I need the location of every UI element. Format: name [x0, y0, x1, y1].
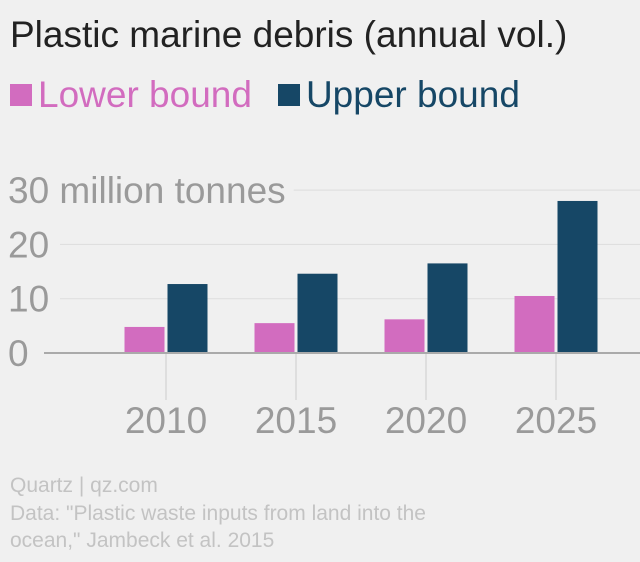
y-tick-label-background: [6, 170, 294, 212]
legend: Lower bound Upper bound: [10, 74, 546, 116]
bar-upper-2025: [557, 200, 598, 353]
bar-upper-2015: [297, 273, 338, 353]
bar-upper-2010: [167, 284, 208, 353]
x-tick-label-2025: 2025: [515, 400, 597, 441]
legend-item-lower: Lower bound: [10, 74, 252, 116]
bar-lower-2020: [384, 319, 425, 353]
source-brand: Quartz | qz.com: [10, 474, 158, 497]
chart-title: Plastic marine debris (annual vol.): [10, 14, 568, 55]
x-tick-label-2010: 2010: [125, 400, 207, 441]
y-tick-label-20: 20: [8, 224, 49, 265]
bar-lower-2015: [254, 323, 295, 353]
legend-label-upper: Upper bound: [305, 74, 520, 115]
legend-label-lower: Lower bound: [38, 74, 252, 115]
legend-item-upper: Upper bound: [277, 74, 520, 116]
legend-swatch-upper: [277, 84, 300, 106]
data-source-line-2: ocean," Jambeck et al. 2015: [10, 529, 275, 553]
legend-swatch-lower: [10, 84, 32, 106]
y-tick-label-0: 0: [8, 333, 29, 374]
x-tick-label-2020: 2020: [385, 400, 467, 441]
y-tick-label-10: 10: [8, 279, 49, 320]
bar-chart: 0 10 20 30 million tonnes 2010 2015 2020 2025: [6, 170, 640, 441]
bar-lower-2025: [514, 295, 555, 353]
x-tick-label-2015: 2015: [255, 400, 337, 441]
bar-upper-2020: [427, 263, 468, 353]
footer: Quartz | qz.com Data: "Plastic waste inp…: [10, 472, 426, 555]
data-source-line-1: Data: "Plastic waste inputs from land in…: [10, 501, 426, 525]
y-tick-label-30: 30 million tonnes: [8, 170, 286, 211]
bar-lower-2010: [124, 326, 165, 353]
